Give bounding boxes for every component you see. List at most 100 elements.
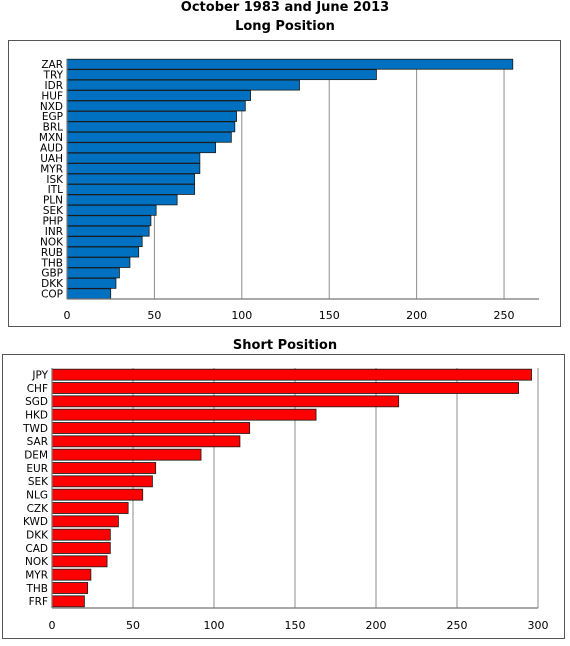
short-x-tick-label-0: 0 xyxy=(49,619,56,632)
long-category-label-brl: BRL xyxy=(43,122,63,134)
long-bar-rub xyxy=(66,246,140,258)
short-bar-czk xyxy=(51,502,129,514)
short-bar-hkd xyxy=(51,408,317,421)
short-category-label-sek: SEK xyxy=(28,476,49,488)
long-category-label-huf: HUF xyxy=(41,90,63,102)
long-x-tick-label-150: 150 xyxy=(319,309,340,322)
long-chart-title: Long Position xyxy=(235,19,335,34)
short-x-tick-label-100: 100 xyxy=(204,619,225,632)
long-bar-brl xyxy=(66,121,236,133)
long-category-label-uah: UAH xyxy=(40,153,63,165)
long-category-label-aud: AUD xyxy=(40,142,63,154)
long-category-label-dkk: DKK xyxy=(41,278,64,290)
long-bar-nok xyxy=(66,236,143,248)
short-bar-twd xyxy=(51,422,251,434)
short-category-label-hkd: HKD xyxy=(25,409,48,421)
long-category-label-php: PHP xyxy=(42,216,63,228)
long-bar-sek xyxy=(66,204,157,216)
short-category-label-kwd: KWD xyxy=(23,516,48,528)
long-x-tick-label-50: 50 xyxy=(147,309,161,322)
short-x-tick-label-300: 300 xyxy=(528,619,549,632)
short-bar-jpy xyxy=(51,368,532,381)
short-category-label-eur: EUR xyxy=(26,463,48,475)
short-bar-cad xyxy=(51,542,111,554)
short-x-tick-label-150: 150 xyxy=(285,619,306,632)
long-x-tick-label-250: 250 xyxy=(494,309,515,322)
long-x-tick-label-200: 200 xyxy=(406,309,427,322)
short-category-label-cad: CAD xyxy=(25,543,48,555)
long-category-label-mxn: MXN xyxy=(39,132,63,144)
short-category-label-nok: NOK xyxy=(25,556,49,568)
page-title: October 1983 and June 2013 xyxy=(180,0,390,15)
short-chart-title: Short Position xyxy=(232,338,338,353)
long-x-tick-label-0: 0 xyxy=(64,309,71,322)
long-category-label-isk: ISK xyxy=(46,174,64,186)
long-category-label-nok: NOK xyxy=(40,236,64,248)
long-bar-idr xyxy=(66,79,300,91)
long-bar-try xyxy=(66,69,377,81)
long-bar-aud xyxy=(66,142,216,154)
short-category-label-frf: FRF xyxy=(29,596,48,608)
long-category-label-zar: ZAR xyxy=(41,59,63,71)
long-bar-isk xyxy=(66,173,196,185)
short-category-label-sgd: SGD xyxy=(25,396,48,408)
long-bar-uah xyxy=(66,152,201,164)
long-bar-nxd xyxy=(66,100,246,112)
long-category-label-thb: THB xyxy=(40,257,63,269)
long-category-label-itl: ITL xyxy=(48,184,64,196)
long-category-label-myr: MYR xyxy=(40,163,63,175)
long-bar-myr xyxy=(66,163,201,174)
long-category-label-pln: PLN xyxy=(43,195,63,207)
short-bar-dem xyxy=(51,448,202,461)
short-bar-sar xyxy=(51,435,241,448)
short-bar-thb xyxy=(51,582,89,594)
short-bar-chf xyxy=(51,382,519,394)
long-bar-inr xyxy=(66,225,150,237)
long-bar-zar xyxy=(66,58,514,70)
short-bar-nlg xyxy=(51,488,144,501)
short-category-label-dkk: DKK xyxy=(26,529,49,541)
short-category-label-jpy: JPY xyxy=(31,369,48,381)
short-bar-sek xyxy=(51,475,153,488)
long-bar-itl xyxy=(66,184,196,195)
short-bar-frf xyxy=(51,595,85,608)
short-bar-eur xyxy=(51,462,157,474)
long-category-label-cop: COP xyxy=(41,289,63,301)
short-bar-dkk xyxy=(51,528,111,541)
short-x-tick-label-250: 250 xyxy=(447,619,468,632)
long-position-chart-panel: ZAR TRY IDR HUF NXD EGP BRL MXN AUD UAH MYR ISK ITL P… xyxy=(8,40,561,327)
short-position-chart-panel: JPY CHF SGD HKD TWD SAR DEM EUR SEK NLG CZK KWD DKK C… xyxy=(2,354,565,639)
short-bar-kwd xyxy=(51,515,119,528)
long-category-label-try: TRY xyxy=(43,69,64,81)
long-bar-dkk xyxy=(66,277,117,289)
long-category-label-inr: INR xyxy=(45,226,63,238)
long-bar-php xyxy=(66,215,152,227)
long-x-tick-label-100: 100 xyxy=(231,309,252,322)
long-position-chart: ZARTRYIDRHUFNXDEGPBRLMXNAUDUAHMYRISKITLP… xyxy=(39,58,539,322)
long-bar-cop xyxy=(66,288,112,300)
short-category-label-dem: DEM xyxy=(24,449,48,461)
long-category-label-sek: SEK xyxy=(43,205,64,217)
short-x-tick-label-200: 200 xyxy=(366,619,387,632)
long-category-label-gbp: GBP xyxy=(41,268,63,280)
long-category-label-egp: EGP xyxy=(42,111,63,123)
short-category-label-sar: SAR xyxy=(27,436,48,448)
long-bar-thb xyxy=(66,257,131,268)
long-bar-egp xyxy=(66,110,237,122)
long-bar-mxn xyxy=(66,131,232,143)
long-bar-gbp xyxy=(66,267,120,279)
short-bar-myr xyxy=(51,568,92,581)
short-x-tick-label-50: 50 xyxy=(126,619,140,632)
long-category-label-nxd: NXD xyxy=(40,101,63,113)
long-bar-pln xyxy=(66,194,178,206)
short-category-label-czk: CZK xyxy=(27,503,50,515)
short-category-label-chf: CHF xyxy=(27,383,48,395)
short-bar-sgd xyxy=(51,395,400,408)
long-bar-huf xyxy=(66,90,251,101)
long-category-label-idr: IDR xyxy=(45,80,63,92)
short-category-label-myr: MYR xyxy=(25,569,48,581)
short-category-label-thb: THB xyxy=(25,583,48,595)
short-bar-nok xyxy=(51,555,108,568)
short-category-label-twd: TWD xyxy=(22,423,48,435)
